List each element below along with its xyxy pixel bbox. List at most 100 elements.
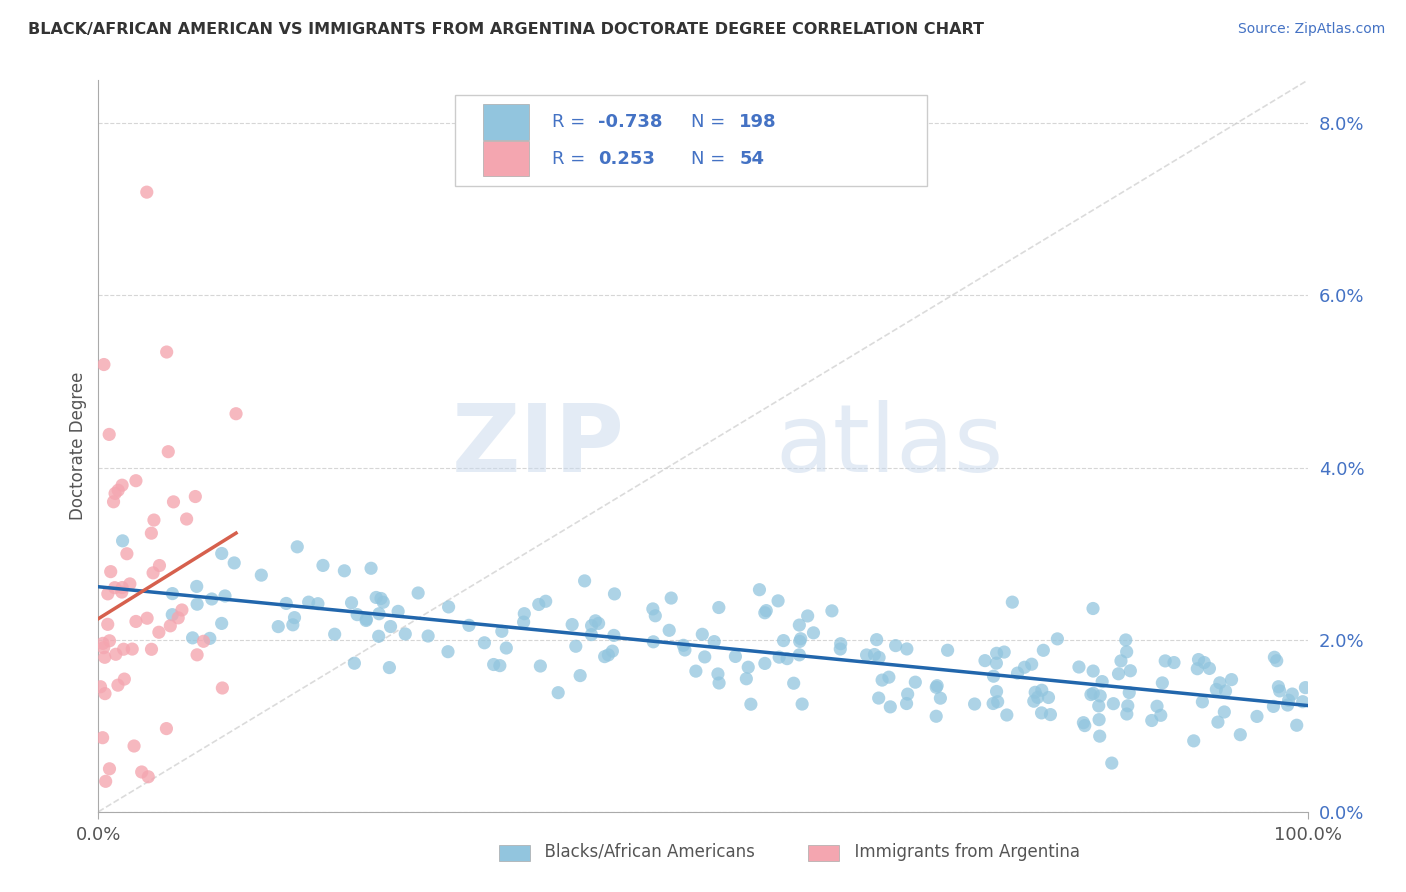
Point xyxy=(111,581,134,595)
Point xyxy=(367,629,389,643)
Point xyxy=(740,697,762,711)
Point xyxy=(1024,685,1046,699)
Point xyxy=(1187,662,1209,676)
Point xyxy=(513,607,536,621)
Point xyxy=(1031,683,1053,698)
Point xyxy=(1187,652,1209,666)
Point xyxy=(561,617,583,632)
Point xyxy=(529,659,551,673)
Point xyxy=(214,589,236,603)
Point xyxy=(111,585,134,599)
Point xyxy=(1229,728,1251,742)
Point xyxy=(598,648,620,662)
Point xyxy=(879,699,901,714)
Point xyxy=(1220,673,1243,687)
Point xyxy=(904,675,927,690)
Point xyxy=(581,627,603,641)
Point xyxy=(1115,645,1137,659)
Point xyxy=(387,604,409,618)
Point xyxy=(159,619,181,633)
Point xyxy=(142,566,165,580)
Point xyxy=(593,649,616,664)
Point xyxy=(112,672,135,686)
Text: 198: 198 xyxy=(740,113,778,131)
Point xyxy=(693,649,716,664)
Point xyxy=(897,687,920,701)
Point xyxy=(354,614,377,628)
Point xyxy=(104,648,127,662)
Point xyxy=(1115,706,1137,721)
Point xyxy=(94,650,117,665)
Point xyxy=(368,607,391,621)
Point xyxy=(927,679,949,693)
Point xyxy=(1109,654,1132,668)
Point xyxy=(186,648,208,662)
Point xyxy=(136,770,159,784)
Point xyxy=(1268,684,1291,698)
Point xyxy=(981,697,1004,711)
Point xyxy=(673,643,696,657)
Point xyxy=(225,407,247,421)
Point xyxy=(136,611,159,625)
Point xyxy=(986,684,1008,698)
Point xyxy=(340,596,363,610)
Point xyxy=(987,695,1010,709)
Point xyxy=(107,483,129,498)
Point xyxy=(111,533,134,548)
Point xyxy=(211,616,233,631)
Point xyxy=(855,648,877,662)
Point xyxy=(148,558,170,573)
Point xyxy=(789,618,811,632)
Point xyxy=(672,638,695,652)
Point xyxy=(94,687,117,701)
Point xyxy=(1039,707,1062,722)
Point xyxy=(821,604,844,618)
Point xyxy=(94,774,117,789)
Point xyxy=(135,185,157,199)
Point xyxy=(724,649,747,664)
Point xyxy=(1119,664,1142,678)
Point xyxy=(1191,695,1213,709)
Point xyxy=(141,526,163,541)
Point xyxy=(97,617,120,632)
Point xyxy=(360,561,382,575)
Point xyxy=(641,602,664,616)
Point xyxy=(737,660,759,674)
Point xyxy=(1038,690,1060,705)
Point xyxy=(585,614,607,628)
Point xyxy=(373,595,395,609)
Point xyxy=(1088,729,1111,743)
Point xyxy=(936,643,959,657)
Point xyxy=(754,657,776,671)
Point xyxy=(870,673,893,687)
Point xyxy=(91,731,114,745)
Point xyxy=(184,490,207,504)
Point xyxy=(298,595,321,609)
Point xyxy=(748,582,770,597)
Point xyxy=(224,556,246,570)
Text: R =: R = xyxy=(551,113,591,131)
Point xyxy=(104,581,127,595)
Point xyxy=(111,478,134,492)
Point xyxy=(602,644,624,658)
Point xyxy=(98,427,121,442)
Point xyxy=(884,639,907,653)
Point xyxy=(1263,699,1285,714)
Point xyxy=(569,668,592,682)
Point xyxy=(929,691,952,706)
Point xyxy=(125,474,148,488)
Point xyxy=(89,680,111,694)
Point xyxy=(103,495,125,509)
Point xyxy=(176,512,198,526)
Point xyxy=(186,597,208,611)
Point xyxy=(830,642,852,657)
Point xyxy=(1163,656,1185,670)
Point xyxy=(1088,713,1111,727)
Point xyxy=(418,629,440,643)
Point xyxy=(896,642,918,657)
Text: -0.738: -0.738 xyxy=(598,113,662,131)
Point xyxy=(735,672,758,686)
Point xyxy=(142,513,165,527)
Point xyxy=(868,691,890,706)
Point xyxy=(1046,632,1069,646)
